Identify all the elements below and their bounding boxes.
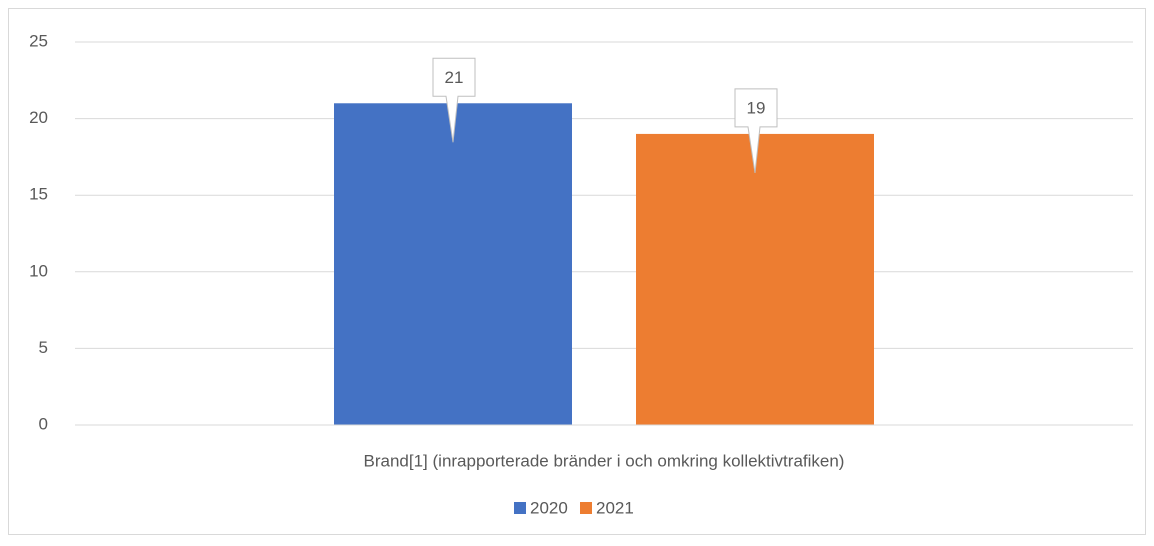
callout	[432, 57, 476, 143]
legend-label: 2020	[530, 498, 568, 517]
legend-label: 2021	[596, 498, 634, 517]
bar	[334, 103, 572, 425]
legend-swatch	[514, 502, 526, 514]
y-tick-label: 10	[29, 261, 48, 280]
bar	[636, 133, 874, 426]
x-tick-label: Brand[1] (inrapporterade bränder i och o…	[364, 451, 845, 470]
callout	[734, 88, 778, 173]
y-tick-label: 25	[29, 31, 48, 50]
y-tick-label: 5	[39, 338, 48, 357]
data-label: 19	[747, 98, 766, 117]
data-label: 21	[445, 68, 464, 87]
y-tick-label: 0	[39, 414, 48, 433]
y-tick-label: 15	[29, 185, 48, 204]
y-tick-label: 20	[29, 108, 48, 127]
legend-swatch	[580, 502, 592, 514]
